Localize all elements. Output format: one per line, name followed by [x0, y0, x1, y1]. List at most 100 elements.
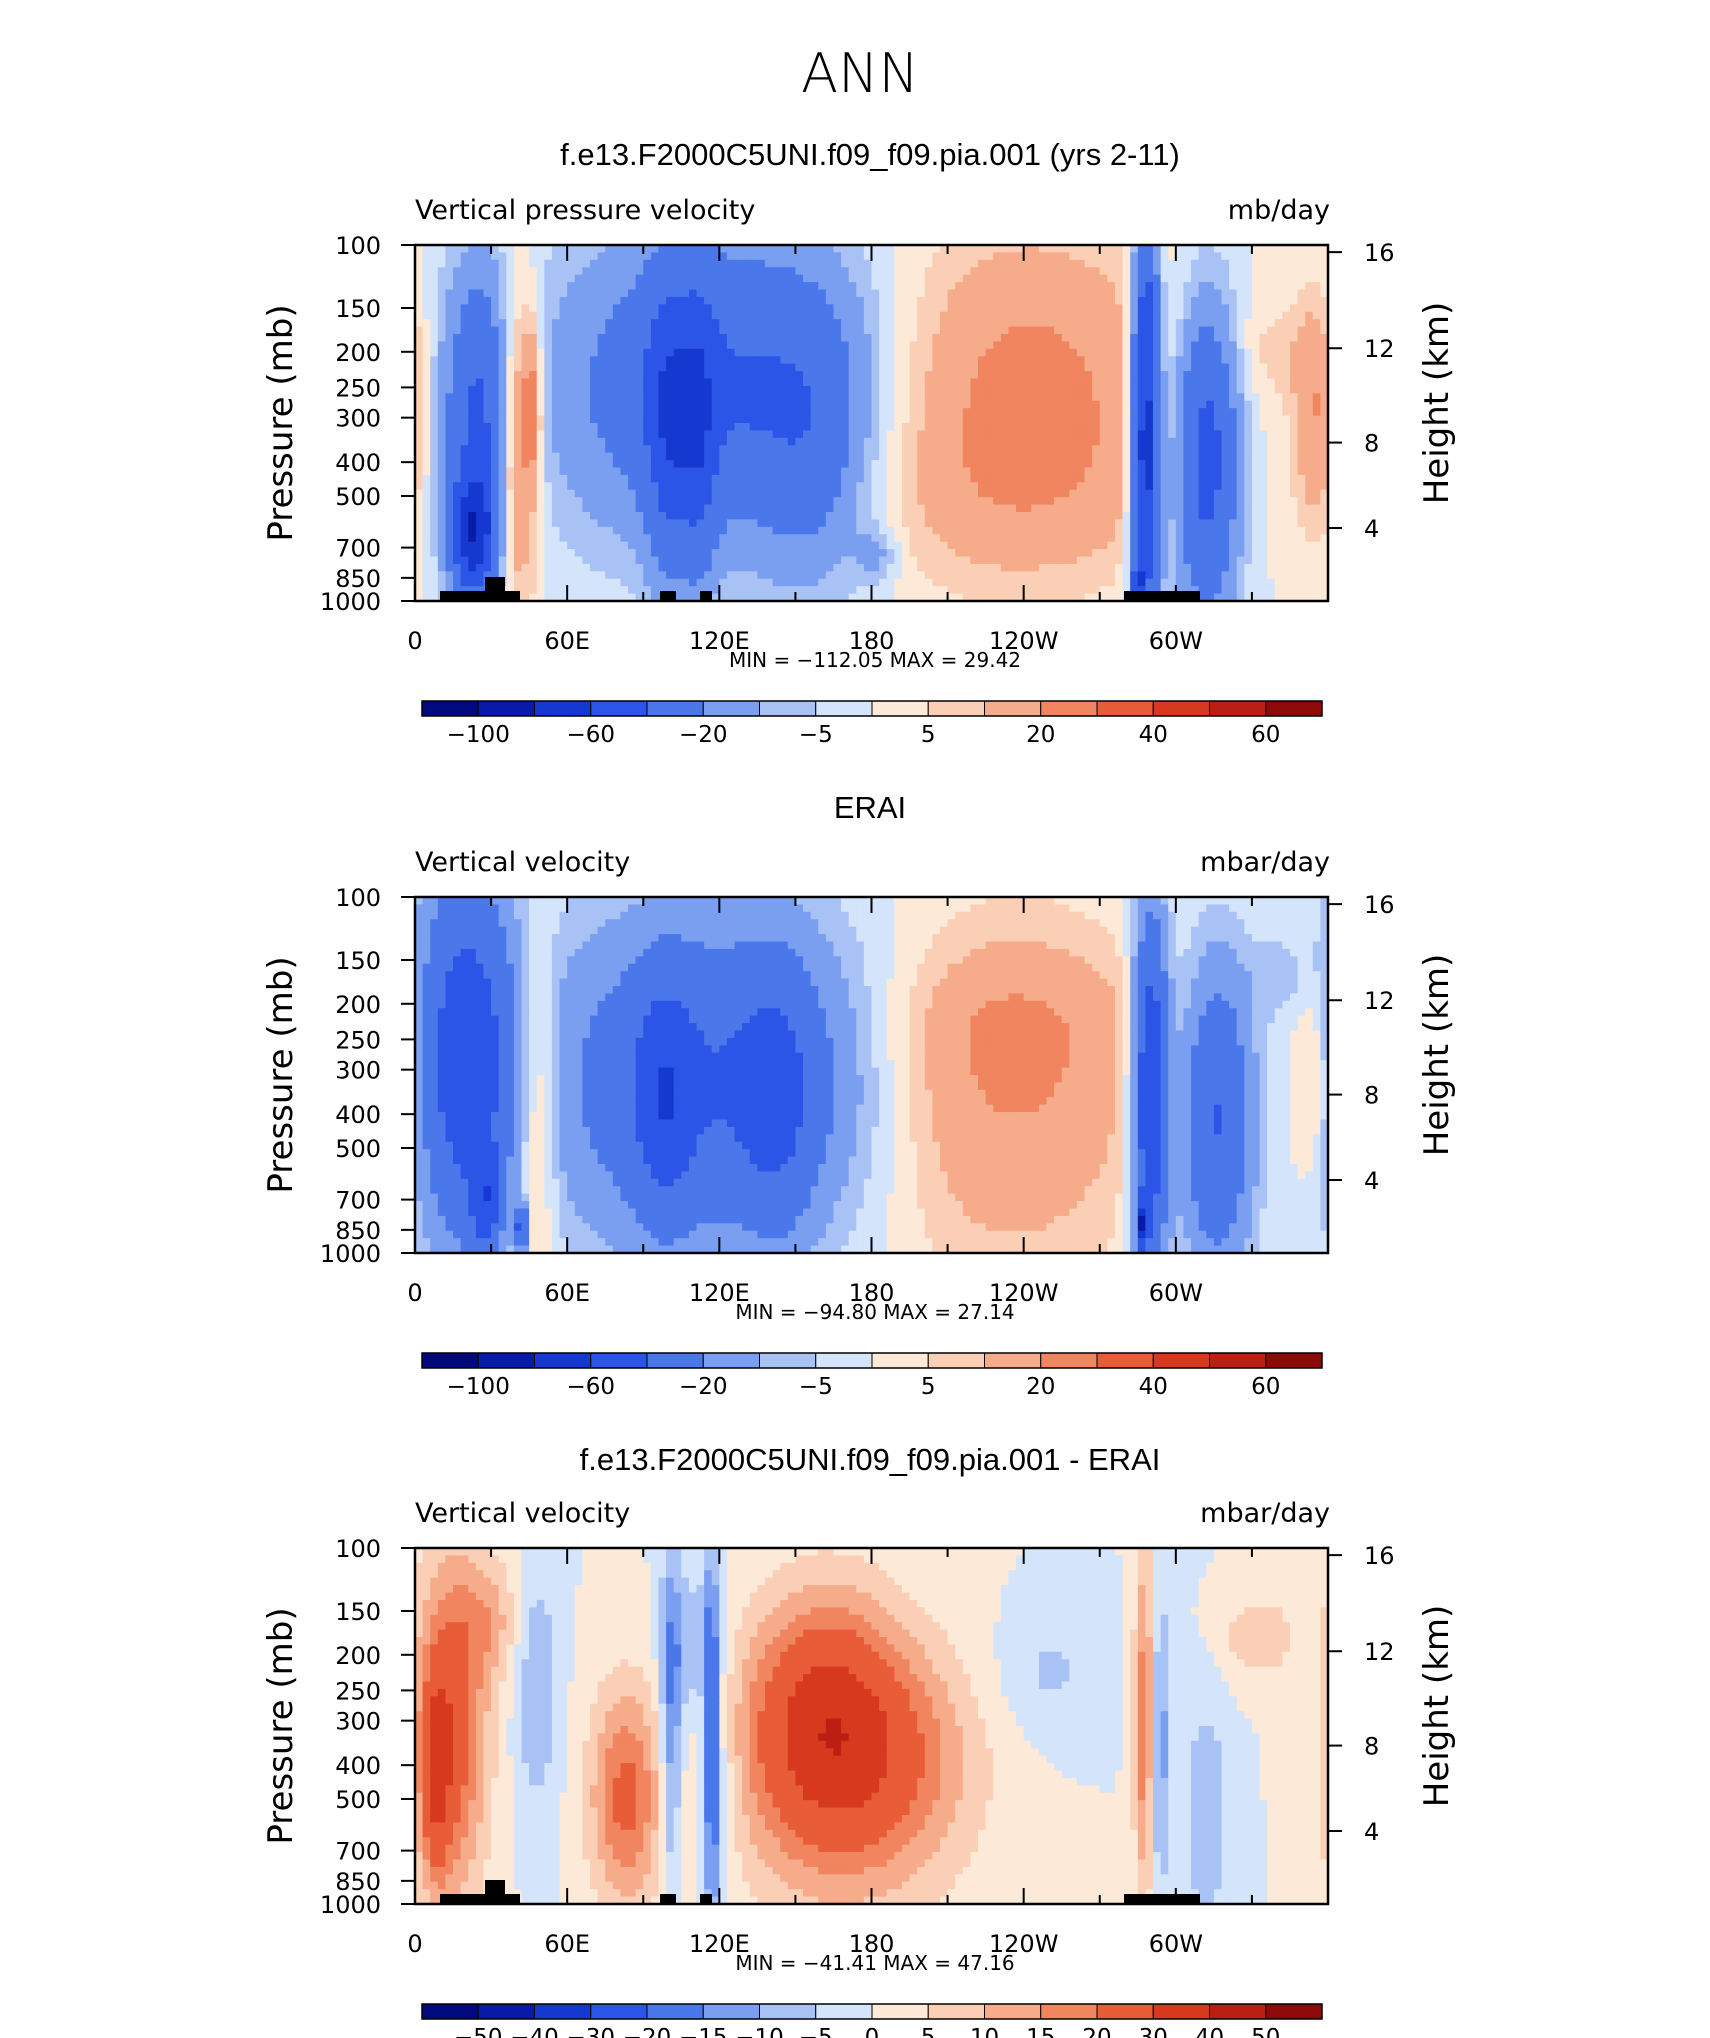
contour-cell: [453, 408, 462, 417]
contour-cell: [658, 408, 667, 417]
contour-cell: [764, 311, 774, 320]
contour-cell: [491, 385, 500, 394]
contour-cell: [742, 296, 751, 305]
contour-cell: [483, 489, 492, 498]
contour-cell: [506, 400, 515, 409]
contour-cell: [1289, 400, 1299, 409]
contour-cell: [978, 541, 987, 550]
contour-cell: [1221, 282, 1230, 291]
contour-cell: [643, 526, 652, 535]
contour-cell: [498, 467, 507, 476]
contour-cell: [643, 267, 652, 276]
contour-cell: [1153, 319, 1162, 328]
contour-cell: [415, 452, 424, 461]
contour-cell: [1054, 282, 1063, 291]
contour-cell: [628, 319, 637, 328]
contour-cell: [1312, 460, 1321, 469]
contour-cell: [841, 311, 850, 320]
contour-cell: [734, 452, 743, 461]
contour-cell: [1312, 423, 1321, 432]
contour-cell: [673, 541, 682, 550]
contour-cell: [1251, 371, 1261, 380]
contour-cell: [1061, 519, 1070, 528]
contour-cell: [620, 385, 629, 394]
contour-cell: [1054, 408, 1063, 417]
contour-cell: [696, 452, 705, 461]
contour-cell: [1305, 445, 1314, 454]
contour-cell: [985, 430, 994, 439]
contour-cell: [863, 356, 873, 365]
contour-cell: [567, 489, 576, 498]
contour-cell: [833, 245, 842, 254]
contour-cell: [635, 304, 644, 313]
contour-cell: [673, 549, 682, 558]
contour-cell: [1114, 497, 1124, 506]
contour-cell: [894, 326, 903, 335]
contour-cell: [787, 534, 797, 543]
contour-cell: [856, 400, 865, 409]
contour-cell: [696, 348, 705, 357]
contour-cell: [1274, 482, 1283, 491]
contour-cell: [658, 467, 667, 476]
contour-cell: [1168, 289, 1177, 298]
contour-cell: [1267, 363, 1276, 372]
contour-cell: [795, 326, 804, 335]
contour-cell: [437, 267, 447, 276]
contour-cell: [711, 408, 720, 417]
contour-cell: [863, 415, 873, 424]
contour-cell: [666, 519, 675, 528]
contour-cell: [901, 504, 911, 513]
contour-cell: [939, 363, 949, 372]
contour-cell: [582, 519, 591, 528]
contour-cell: [1153, 267, 1162, 276]
contour-cell: [650, 408, 660, 417]
contour-cell: [506, 452, 515, 461]
contour-cell: [437, 504, 447, 513]
contour-cell: [1084, 526, 1093, 535]
contour-cell: [924, 445, 933, 454]
contour-cell: [810, 289, 819, 298]
contour-cell: [1282, 341, 1291, 350]
contour-cell: [681, 482, 690, 491]
contour-cell: [620, 393, 629, 402]
contour-cell: [612, 408, 622, 417]
contour-cell: [1114, 348, 1124, 357]
contour-cell: [1145, 304, 1154, 313]
contour-cell: [901, 326, 911, 335]
contour-cell: [559, 393, 568, 402]
contour-cell: [1114, 415, 1124, 424]
contour-cell: [939, 497, 949, 506]
contour-cell: [513, 474, 523, 483]
contour-cell: [1213, 334, 1223, 343]
contour-cell: [1153, 526, 1162, 535]
contour-cell: [734, 356, 743, 365]
contour-cell: [1008, 385, 1017, 394]
contour-cell: [1160, 274, 1169, 283]
contour-cell: [825, 452, 835, 461]
contour-cell: [924, 326, 933, 335]
contour-cell: [567, 534, 576, 543]
contour-cell: [513, 489, 523, 498]
contour-cell: [1092, 489, 1101, 498]
contour-cell: [445, 519, 454, 528]
contour-cell: [437, 393, 447, 402]
contour-cell: [1031, 474, 1040, 483]
contour-cell: [871, 259, 880, 268]
contour-cell: [886, 482, 895, 491]
contour-cell: [1023, 445, 1032, 454]
contour-cell: [780, 274, 789, 283]
contour-cell: [1069, 415, 1078, 424]
contour-cell: [734, 549, 743, 558]
contour-cell: [1191, 334, 1200, 343]
contour-cell: [483, 445, 492, 454]
contour-cell: [453, 519, 462, 528]
contour-cell: [1297, 289, 1306, 298]
contour-cell: [780, 252, 789, 261]
contour-cell: [1076, 415, 1086, 424]
contour-cell: [1259, 452, 1268, 461]
contour-cell: [1031, 482, 1040, 491]
contour-cell: [1320, 282, 1329, 291]
contour-cell: [795, 259, 804, 268]
contour-cell: [688, 289, 698, 298]
contour-cell: [719, 311, 728, 320]
